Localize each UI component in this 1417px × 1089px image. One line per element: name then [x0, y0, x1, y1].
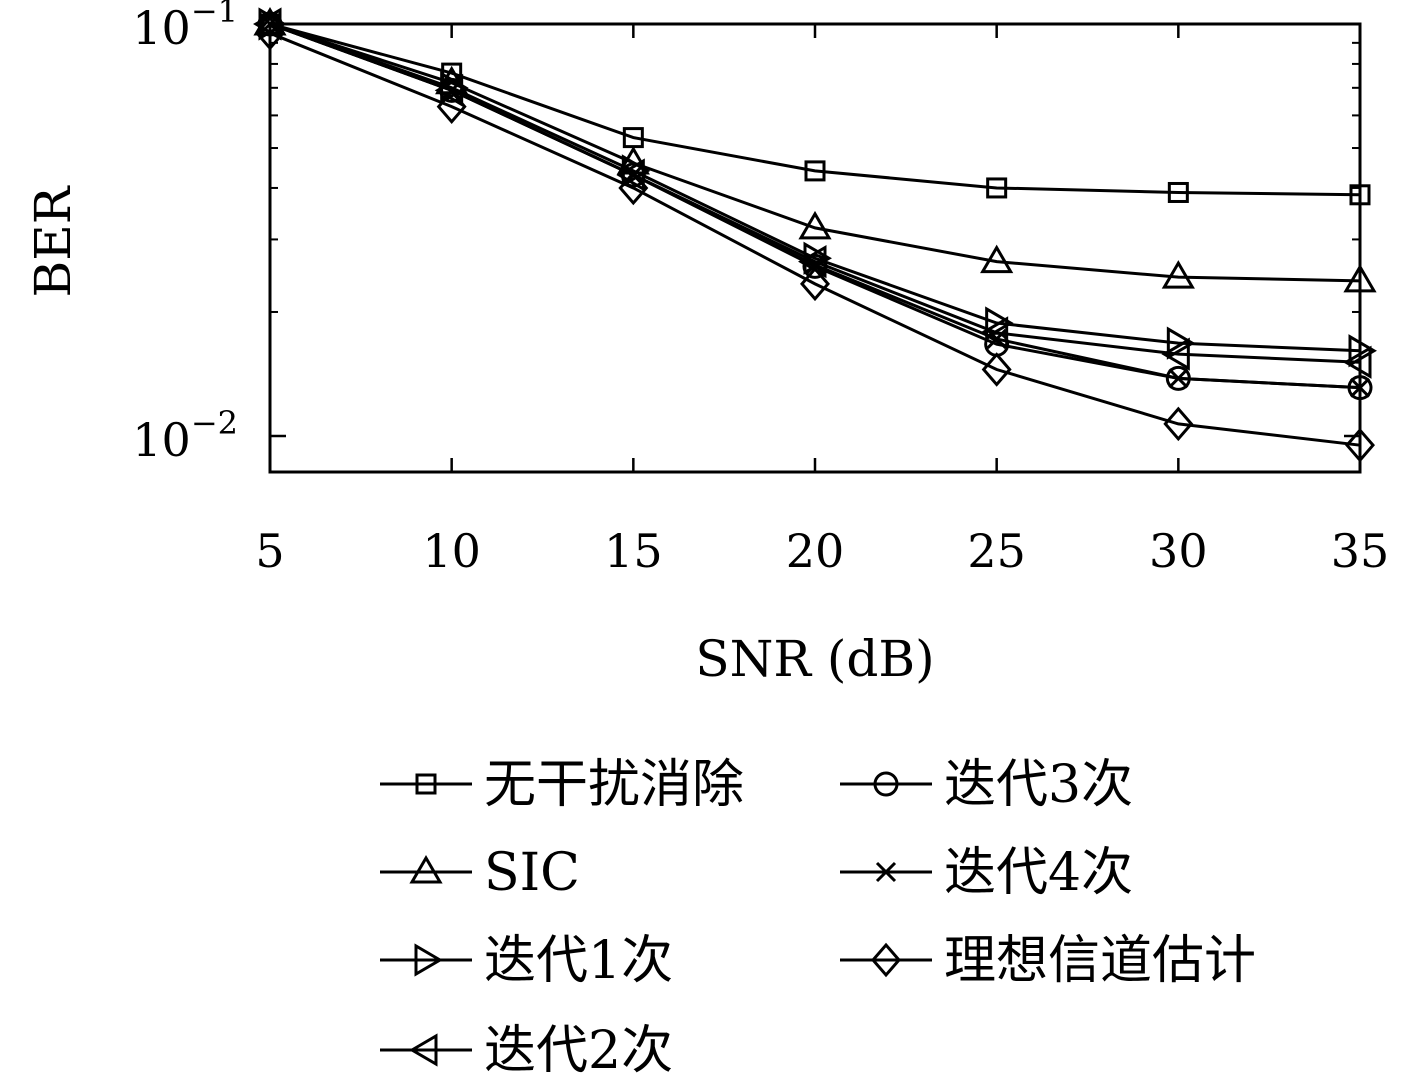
- y-tick-label: 10−1: [132, 0, 238, 55]
- series-line: [269, 31, 1361, 447]
- legend-entry: 理想信道估计: [840, 931, 1256, 991]
- data-point: [620, 162, 646, 188]
- data-point: [798, 210, 832, 240]
- legend-label: SIC: [484, 843, 580, 903]
- y-tick-label: 10−2: [132, 404, 238, 467]
- legend-entry: 迭代3次: [840, 755, 1133, 815]
- legend-label: 迭代2次: [484, 1021, 673, 1081]
- series-0: [259, 13, 1371, 206]
- legend-marker: [409, 1033, 438, 1067]
- legend-label: 迭代1次: [484, 931, 673, 991]
- data-point: [1163, 406, 1194, 442]
- data-point: [439, 77, 465, 103]
- legend-label: 无干扰消除: [484, 755, 744, 815]
- series-2: [258, 7, 1377, 368]
- series-line: [269, 22, 1361, 353]
- data-point: [1166, 326, 1196, 360]
- data-point: [1161, 337, 1190, 371]
- legend-marker: [414, 943, 443, 977]
- series-5: [259, 13, 1371, 398]
- legend-marker: [873, 771, 899, 797]
- legend-entry: SIC: [380, 843, 580, 903]
- legend-marker: [415, 773, 437, 795]
- x-tick-label: 30: [1149, 524, 1208, 578]
- x-tick-label: 10: [422, 524, 481, 578]
- x-tick-label: 35: [1331, 524, 1390, 578]
- legend-entry: 迭代1次: [380, 931, 673, 991]
- x-tick-label: 5: [255, 524, 284, 578]
- data-point: [985, 306, 1014, 340]
- data-point: [1348, 334, 1377, 368]
- data-point: [1168, 368, 1189, 389]
- series-layer: [253, 7, 1377, 463]
- series-line: [269, 22, 1361, 197]
- y-axis-label: BER: [24, 185, 82, 297]
- legend-label: 迭代4次: [944, 843, 1133, 903]
- legend-marker: [871, 942, 901, 978]
- ticks: 5 10 15 20 25 30 35 10−1 10−2: [132, 0, 1389, 578]
- data-point: [618, 170, 649, 206]
- legend-marker: [875, 861, 897, 883]
- data-point: [986, 177, 1008, 199]
- legend-entry: 迭代2次: [380, 1021, 673, 1081]
- data-point: [981, 352, 1012, 387]
- plot-frame: [268, 22, 1362, 474]
- data-point: [804, 254, 826, 276]
- data-point: [1161, 260, 1195, 289]
- x-axis-label: SNR (dB): [695, 630, 934, 688]
- data-point: [436, 89, 467, 124]
- x-tick-label: 20: [786, 524, 845, 578]
- series-line: [269, 22, 1361, 283]
- data-point: [980, 244, 1014, 274]
- data-point: [1167, 181, 1189, 203]
- legend-label: 理想信道估计: [944, 931, 1256, 991]
- data-point: [1343, 345, 1372, 379]
- data-point: [804, 160, 826, 182]
- data-point: [802, 253, 828, 279]
- data-point: [800, 266, 830, 302]
- legend-label: 迭代3次: [944, 755, 1133, 815]
- series-4: [257, 11, 1373, 401]
- series-line: [269, 22, 1361, 390]
- x-tick-label: 15: [604, 524, 663, 578]
- legend-entry: 迭代4次: [840, 843, 1133, 903]
- data-point: [986, 328, 1007, 350]
- legend-marker: [409, 855, 443, 884]
- series-line: [269, 22, 1361, 390]
- x-tick-label: 25: [967, 524, 1026, 578]
- legend-entry: 无干扰消除: [380, 755, 744, 815]
